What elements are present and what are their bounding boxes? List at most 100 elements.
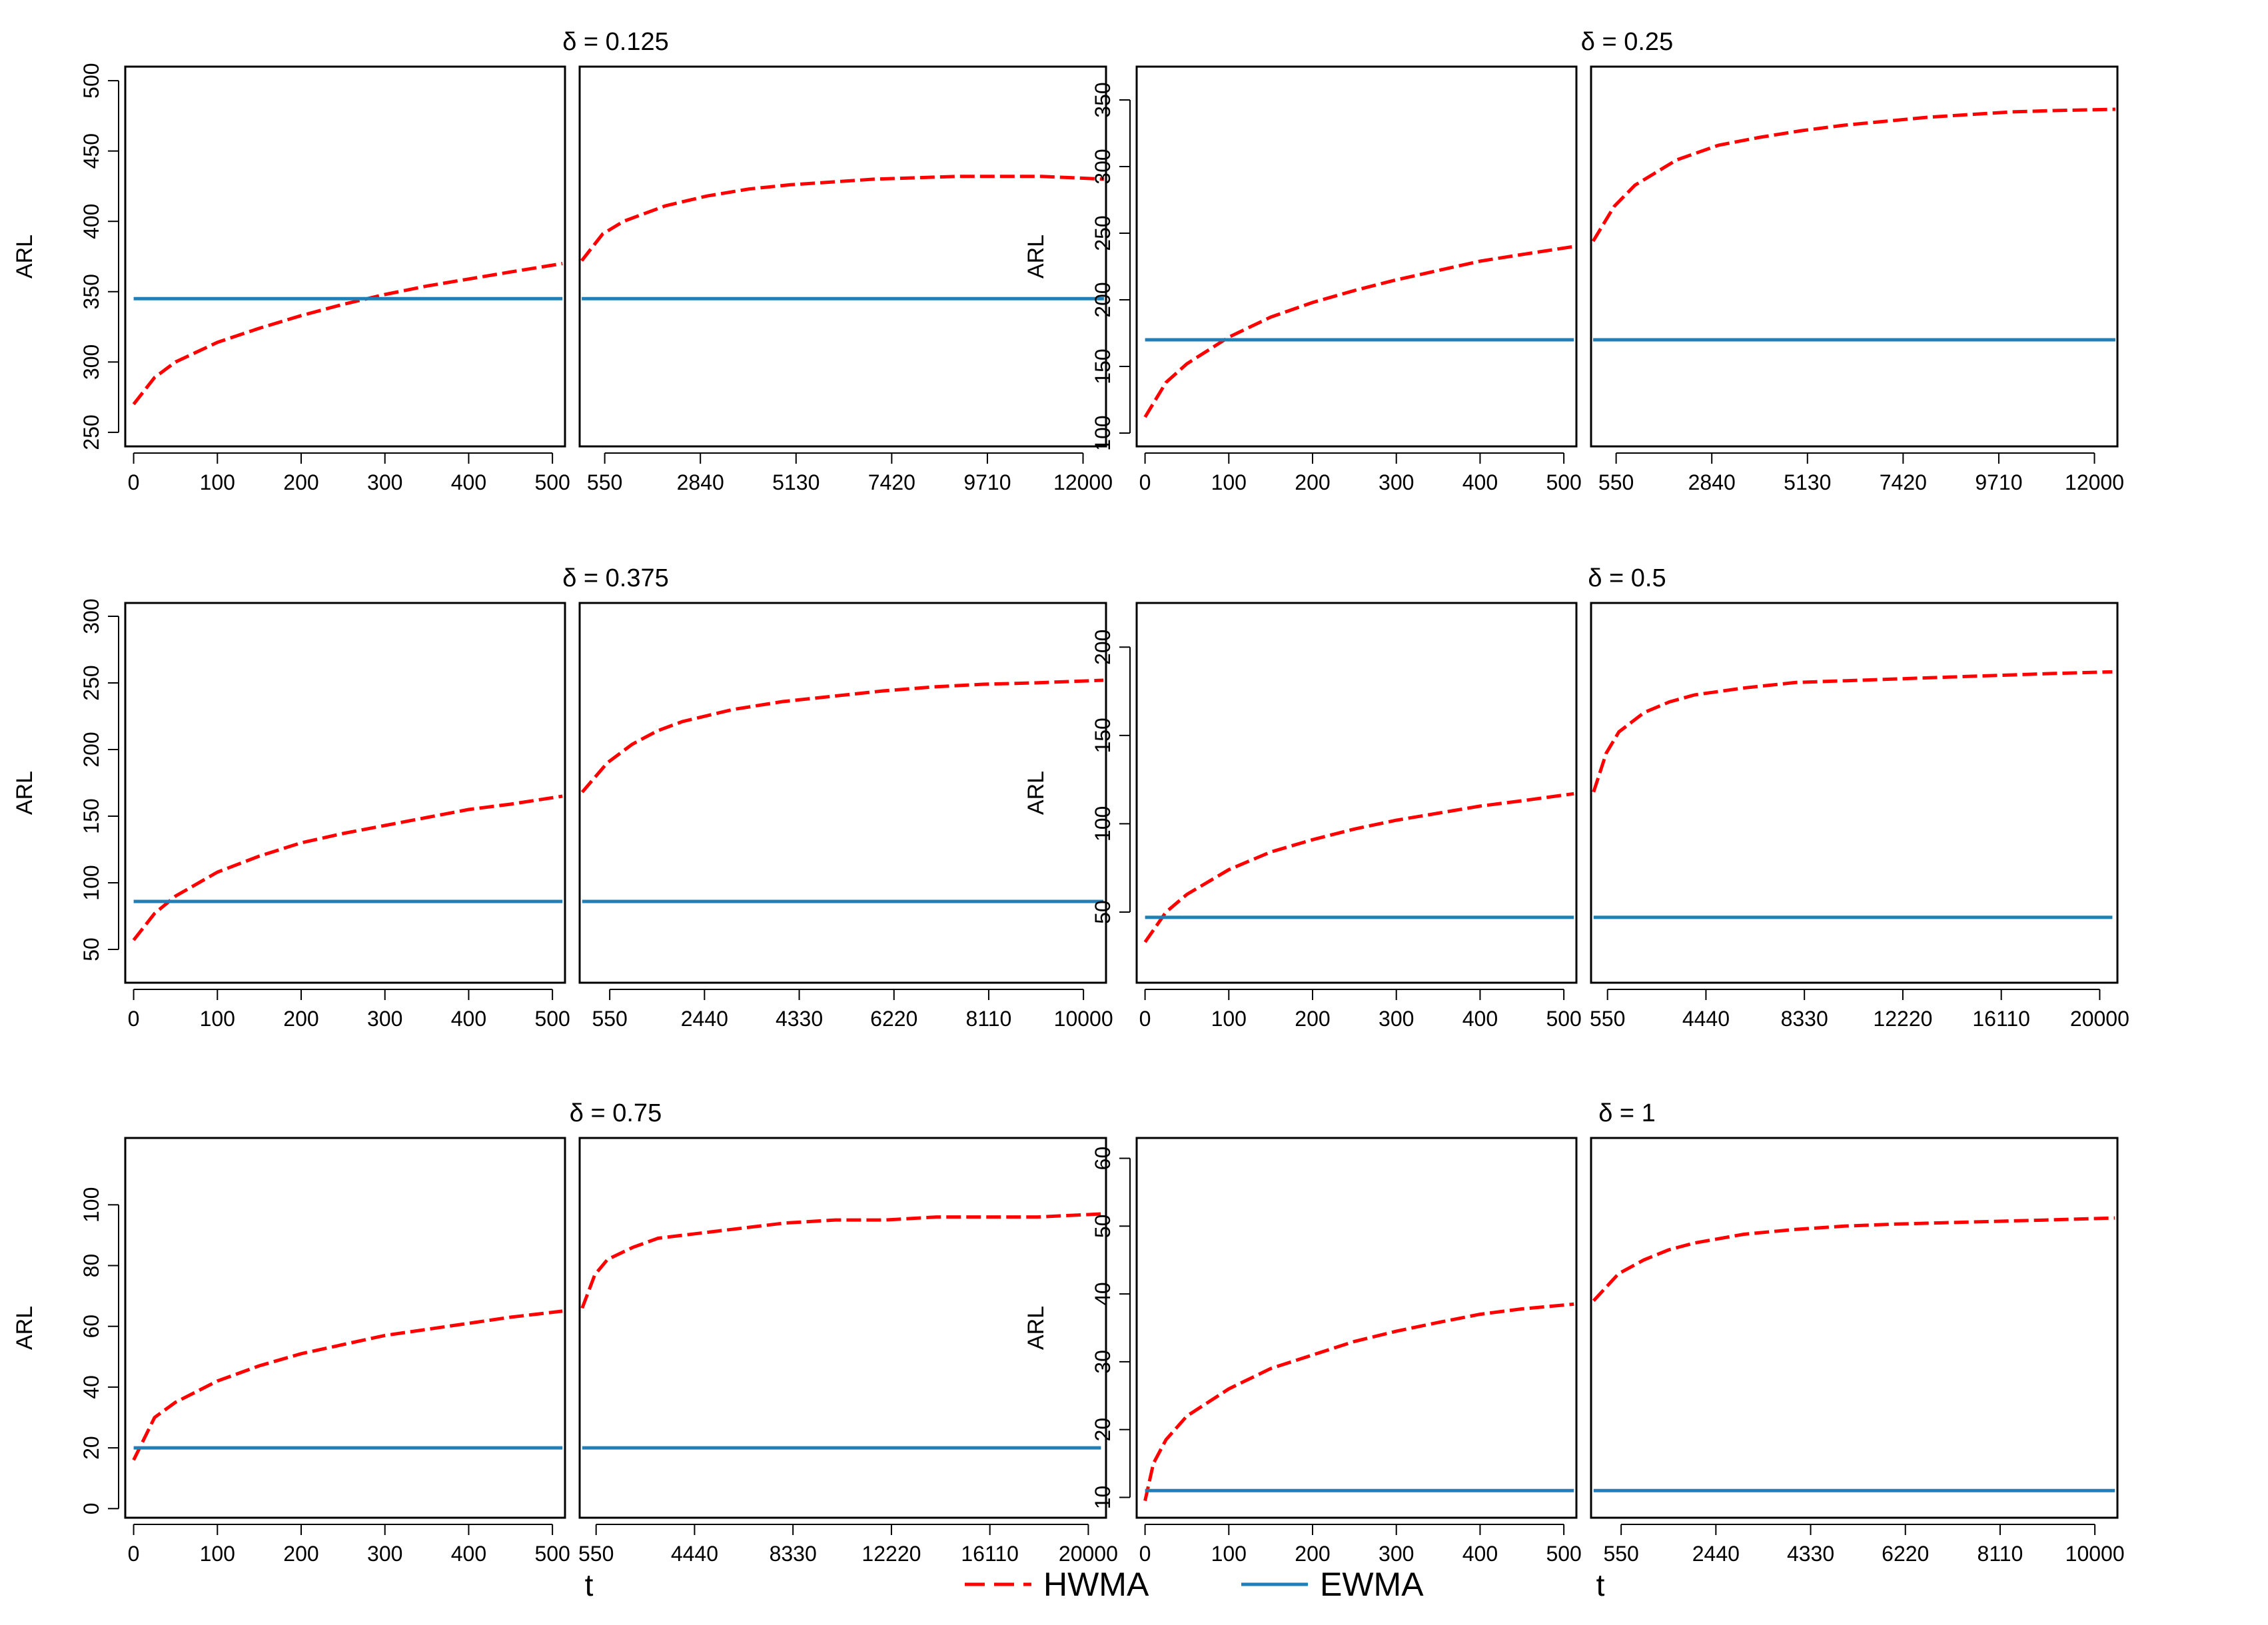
x-tick-label: 100 [1211,1007,1247,1031]
y-tick-label: 100 [79,865,103,900]
hwma-line [1592,1216,2115,1302]
x-tick-label: 500 [1546,1007,1581,1031]
panel-frame [1135,602,1578,984]
x-tick-label: 100 [200,470,235,494]
subplot-title: δ = 0.75 [570,1099,662,1127]
right-panel-series [580,175,1105,300]
x-tick-label: 500 [1546,1542,1581,1566]
x-tick-label: 200 [1295,1542,1330,1566]
x-tick-label: 5130 [772,470,820,494]
x-tick-label: 300 [1379,1007,1414,1031]
y-tick-label: 40 [1091,1282,1115,1306]
hwma-line [132,794,563,941]
panel-frame [578,65,1107,448]
y-tick-label: 350 [79,274,103,309]
x-tick-label: 16110 [1972,1007,2030,1031]
x-tick-label: 300 [1379,1542,1414,1566]
y-tick-label: 150 [1091,348,1115,384]
left-panel-series [1143,1302,1574,1502]
x-tick-label: 300 [367,1007,402,1031]
subplot-0: δ = 0.125 ARL 250 300 350 400 450 500 0 100 200 300… [12,28,1113,494]
y-tick-label: 50 [1091,900,1115,924]
x-tick-label: 16110 [961,1542,1019,1566]
subplot-title: δ = 0.125 [562,28,669,56]
subplot-4: δ = 0.75 ARL 0 20 40 60 80 100 0 100 200 300 400 500 5… [12,1099,1118,1602]
x-tick-label: 100 [1211,1542,1247,1566]
hwma-line [1143,1302,1574,1502]
left-panel-series [132,262,563,406]
x-tick-label: 100 [1211,470,1247,494]
x-axis-label: t [1596,1568,1605,1602]
y-tick-label: 350 [1091,82,1115,117]
y-tick-label: 200 [1091,282,1115,317]
subplot-title: δ = 1 [1598,1099,1656,1127]
x-tick-label: 20000 [1059,1542,1118,1566]
hwma-line [580,1212,1101,1309]
panel-frame [1590,65,2119,448]
panel-frame [1135,1137,1578,1519]
x-tick-label: 400 [451,470,486,494]
x-tick-label: 500 [1546,470,1581,494]
y-tick-label: 50 [79,937,103,961]
x-tick-label: 10000 [2065,1542,2125,1566]
x-tick-label: 550 [1598,470,1634,494]
x-tick-label: 550 [587,470,622,494]
subplot-5: δ = 1 ARL 10 20 30 40 50 60 0 100 200 300 400 500 550 2… [1023,1099,2125,1602]
y-tick-label: 30 [1091,1350,1115,1374]
left-panel-series [132,1309,563,1461]
y-tick-label: 50 [1091,1215,1115,1239]
x-tick-label: 0 [128,470,140,494]
x-tick-label: 500 [534,1007,570,1031]
hwma-line [132,1309,563,1461]
x-tick-label: 500 [534,1542,570,1566]
x-tick-label: 0 [128,1007,140,1031]
x-tick-label: 5130 [1784,470,1831,494]
x-tick-label: 400 [451,1542,486,1566]
y-axis-label: ARL [12,235,37,278]
x-tick-label: 550 [592,1007,627,1031]
left-panel-series [132,794,563,941]
y-tick-label: 20 [1091,1418,1115,1442]
x-tick-label: 2840 [677,470,724,494]
x-tick-label: 200 [283,470,318,494]
x-tick-label: 200 [1295,470,1330,494]
right-panel-series [580,1212,1101,1450]
x-tick-label: 500 [534,470,570,494]
x-tick-label: 8110 [966,1007,1012,1031]
y-tick-label: 40 [79,1375,103,1399]
x-tick-label: 0 [128,1542,140,1566]
subplot-3: δ = 0.5 ARL 50 100 150 200 0 100 200 300 400 500 550… [1023,564,2129,1031]
y-tick-label: 100 [79,1187,103,1223]
y-tick-label: 200 [79,732,103,767]
y-tick-label: 20 [79,1436,103,1460]
hwma-line [580,175,1105,262]
y-axis-label: ARL [1023,771,1049,815]
x-tick-label: 0 [1139,1007,1151,1031]
x-tick-label: 4330 [776,1007,823,1031]
panel-frame [1590,602,2119,984]
x-tick-label: 4440 [1682,1007,1730,1031]
y-tick-label: 10 [1091,1486,1115,1510]
x-axis-label: t [585,1568,594,1602]
panel-frame [124,65,566,448]
y-tick-label: 60 [1091,1147,1115,1171]
subplot-title: δ = 0.5 [1588,564,1666,592]
x-tick-label: 6220 [870,1007,917,1031]
x-tick-label: 550 [1603,1542,1638,1566]
right-panel-series [1592,1216,2115,1492]
x-tick-label: 550 [1590,1007,1625,1031]
hwma-line [1143,792,1574,943]
hwma-line [132,262,563,406]
x-tick-label: 100 [200,1007,235,1031]
y-tick-label: 250 [1091,215,1115,251]
x-tick-label: 300 [367,1542,402,1566]
x-tick-label: 10000 [1054,1007,1113,1031]
y-tick-label: 100 [1091,415,1115,450]
x-tick-label: 200 [283,1007,318,1031]
y-tick-label: 400 [79,204,103,239]
panel-frame [1135,65,1578,448]
x-tick-label: 7420 [868,470,915,494]
panel-frame [124,602,566,984]
y-tick-label: 150 [1091,718,1115,753]
